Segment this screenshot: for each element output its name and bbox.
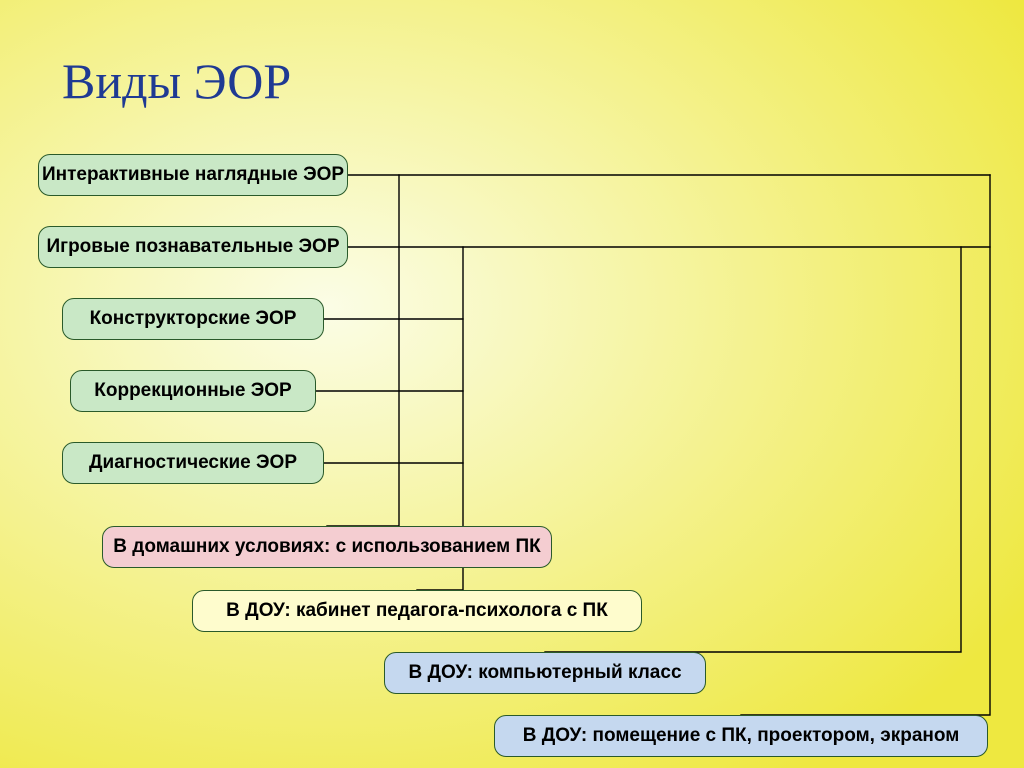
- target-node-tgt1: В ДОУ: кабинет педагога-психолога с ПК: [192, 590, 642, 632]
- source-node-src2: Конструкторские ЭОР: [62, 298, 324, 340]
- target-node-tgt0: В домашних условиях: с использованием ПК: [102, 526, 552, 568]
- slide-canvas: Виды ЭОР Интерактивные наглядные ЭОР Игро…: [0, 0, 1024, 768]
- slide-title: Виды ЭОР: [62, 52, 291, 110]
- source-node-src0: Интерактивные наглядные ЭОР: [38, 154, 348, 196]
- source-node-src1: Игровые познавательные ЭОР: [38, 226, 348, 268]
- source-node-src4: Диагностические ЭОР: [62, 442, 324, 484]
- target-node-tgt2: В ДОУ: компьютерный класс: [384, 652, 706, 694]
- target-node-tgt3: В ДОУ: помещение с ПК, проектором, экран…: [494, 715, 988, 757]
- source-node-src3: Коррекционные ЭОР: [70, 370, 316, 412]
